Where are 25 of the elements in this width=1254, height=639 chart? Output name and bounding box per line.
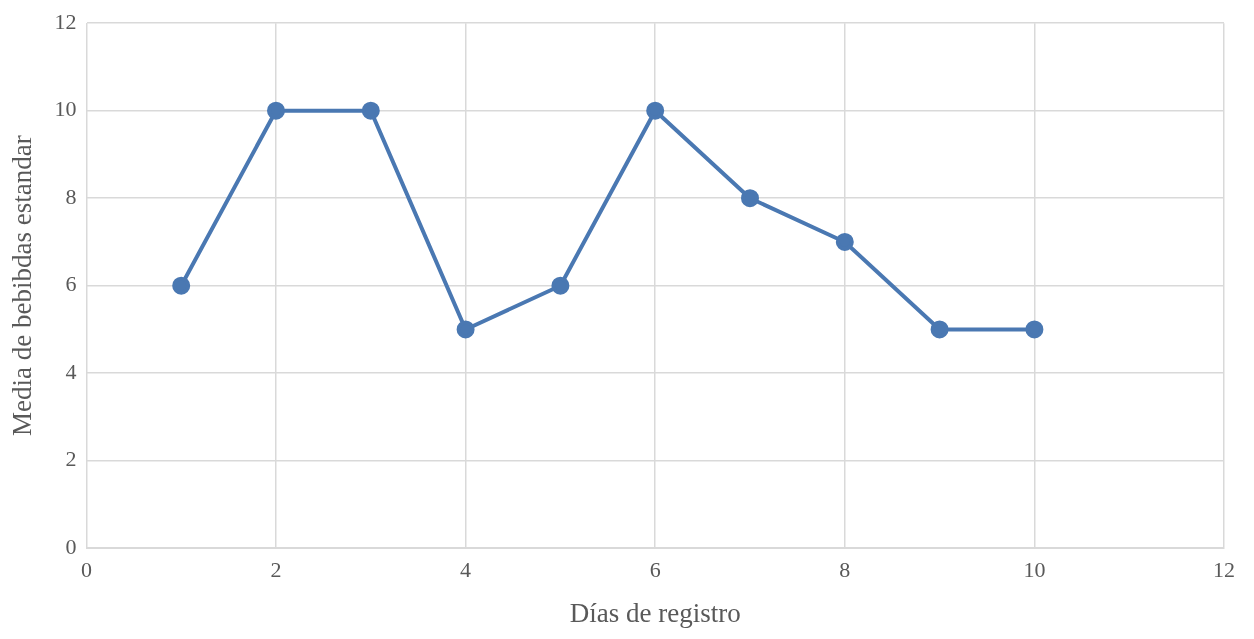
point bbox=[361, 101, 380, 120]
x-axis-title: Días de registro bbox=[569, 597, 741, 628]
y-tick-label: 6 bbox=[65, 271, 77, 297]
point bbox=[1025, 320, 1044, 339]
point bbox=[835, 232, 854, 251]
point bbox=[456, 320, 475, 339]
point bbox=[551, 276, 570, 295]
x-tick-label: 12 bbox=[1213, 557, 1235, 583]
y-tick-label: 0 bbox=[65, 533, 77, 559]
y-tick-label: 10 bbox=[54, 96, 77, 122]
x-tick-label: 6 bbox=[649, 557, 661, 583]
y-tick-label: 12 bbox=[54, 8, 77, 34]
point bbox=[267, 101, 285, 120]
x-tick-label: 4 bbox=[460, 557, 472, 583]
point bbox=[172, 276, 191, 295]
x-tick-label: 2 bbox=[270, 557, 282, 583]
y-axis-title: Media de bebibdas estandar bbox=[7, 135, 38, 437]
point bbox=[646, 101, 665, 120]
x-tick-label: 8 bbox=[839, 557, 851, 583]
point bbox=[930, 320, 949, 339]
point bbox=[741, 189, 759, 208]
y-tick-label: 8 bbox=[65, 183, 77, 209]
x-tick-label: 10 bbox=[1023, 557, 1046, 583]
y-tick-label: 4 bbox=[65, 358, 77, 384]
y-tick-label: 2 bbox=[65, 446, 77, 472]
